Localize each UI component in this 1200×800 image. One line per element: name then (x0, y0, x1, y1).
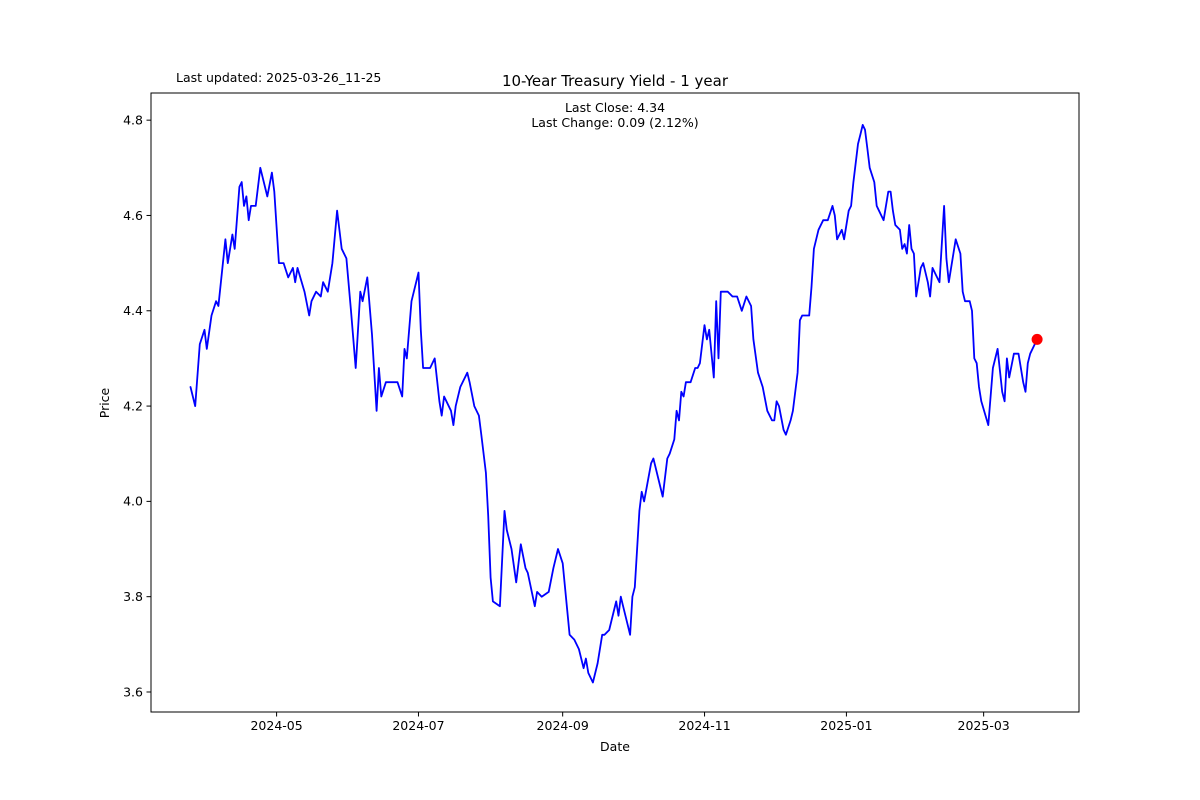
y-tick-label: 4.8 (123, 112, 143, 127)
y-axis-ticks: 3.6 3.8 4.0 4.2 4.4 4.6 4.8 (123, 112, 151, 699)
y-tick-label: 3.8 (123, 589, 143, 604)
last-close-subtitle: Last Close: 4.34 (564, 100, 666, 115)
y-tick-label: 4.2 (123, 398, 143, 413)
last-updated-annotation: Last updated: 2025-03-26_11-25 (176, 70, 382, 85)
y-tick-label: 4.4 (123, 303, 143, 318)
x-tick-label: 2024-11 (678, 718, 730, 733)
last-change-subtitle: Last Change: 0.09 (2.12%) (531, 115, 699, 130)
last-close-marker-dot (1031, 333, 1043, 345)
x-tick-label: 2024-09 (537, 718, 589, 733)
x-tick-label: 2025-01 (820, 718, 872, 733)
y-tick-label: 4.6 (123, 208, 143, 223)
x-tick-label: 2024-07 (392, 718, 444, 733)
yield-line-series (189, 124, 1038, 684)
y-tick-label: 3.6 (123, 684, 143, 699)
x-axis-label: Date (600, 739, 630, 754)
x-tick-label: 2024-05 (250, 718, 302, 733)
x-axis-ticks: 2024-05 2024-07 2024-09 2024-11 2025-01 2025-… (250, 712, 1010, 733)
y-tick-label: 4.0 (123, 494, 143, 509)
x-tick-label: 2025-03 (958, 718, 1010, 733)
chart-title: 10-Year Treasury Yield - 1 year (501, 72, 729, 90)
y-axis-label: Price (97, 387, 112, 419)
plot-border (150, 92, 1080, 713)
